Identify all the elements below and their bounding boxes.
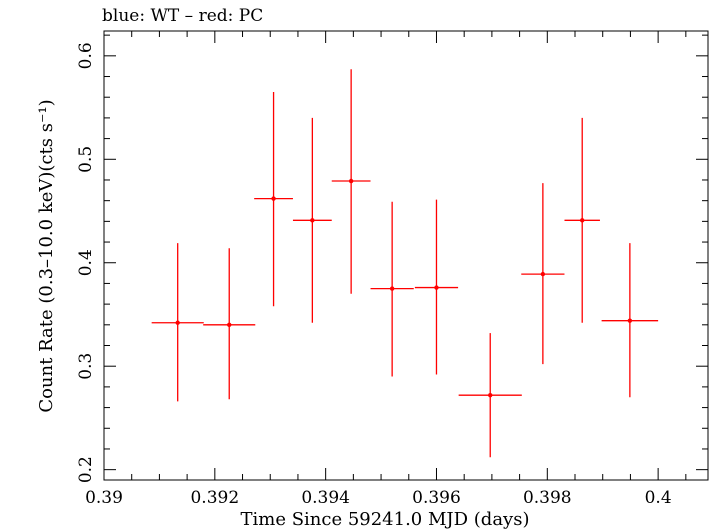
data-point-group <box>458 333 522 458</box>
data-point-group <box>414 199 459 375</box>
x-axis-label: Time Since 59241.0 MJD (days) <box>240 509 529 530</box>
chart-title: blue: WT – red: PC <box>102 6 263 26</box>
y-tick-label: 0.4 <box>76 249 96 276</box>
data-point <box>175 320 180 325</box>
data-point-group <box>151 243 204 402</box>
data-point <box>627 318 633 323</box>
data-point <box>580 218 585 223</box>
data-point-group <box>203 248 256 400</box>
data-point <box>389 286 395 291</box>
plot-frame <box>103 30 709 481</box>
data-point <box>434 285 439 290</box>
data-point <box>348 178 354 184</box>
data-point <box>540 271 546 277</box>
x-tick-label: 0.4 <box>645 488 672 508</box>
data-point-group <box>564 117 600 323</box>
y-tick-label: 0.5 <box>76 146 96 173</box>
x-tick-label: 0.394 <box>301 488 350 508</box>
x-tick-label: 0.396 <box>412 488 461 508</box>
data-point <box>310 218 315 223</box>
data-point-group <box>254 92 293 307</box>
data-point <box>271 196 276 201</box>
y-tick-label: 0.3 <box>76 353 96 380</box>
data-point-group <box>601 243 659 398</box>
data-point-group <box>370 201 414 377</box>
x-tick-label: 0.39 <box>85 488 123 508</box>
data-point-group <box>292 117 332 323</box>
data-point <box>227 322 232 328</box>
data-point-group <box>331 69 371 294</box>
axis-ticks: 0.39 0.392 0.394 0.396 0.398 0.4 0.2 0.3 0.4 0.5 0… <box>76 31 708 508</box>
x-tick-label: 0.392 <box>190 488 239 508</box>
y-tick-label: 0.2 <box>76 456 96 483</box>
y-axis-label: Count Rate (0.3–10.0 keV)(cts s⁻¹) <box>36 99 57 412</box>
data-series-pc <box>151 69 659 458</box>
x-tick-label: 0.398 <box>523 488 572 508</box>
data-point-group <box>521 183 565 365</box>
data-point <box>488 392 493 398</box>
y-tick-label: 0.6 <box>76 42 96 69</box>
